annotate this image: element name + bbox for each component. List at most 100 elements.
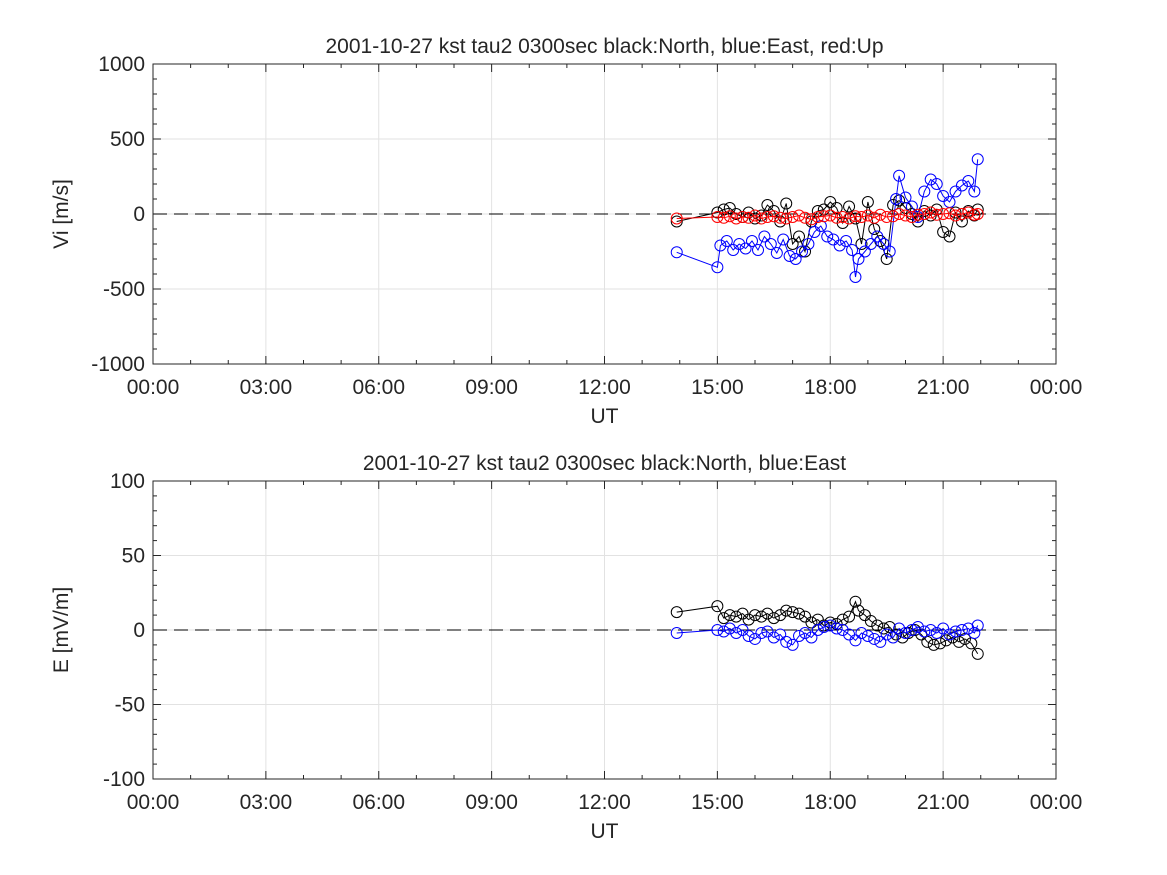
electric-field-north-data-point bbox=[824, 616, 837, 629]
electric-field-east-data-point bbox=[861, 629, 874, 642]
velocity-east-data-point bbox=[971, 153, 984, 166]
electric-field-north-data-point bbox=[849, 595, 862, 608]
velocity-up-data-point bbox=[971, 208, 984, 220]
velocity-up-data-point bbox=[943, 207, 956, 220]
velocity-east-data-point bbox=[890, 193, 903, 205]
velocity-east-data-point bbox=[796, 245, 809, 258]
velocity-y-axis-label: Vi [m/s] bbox=[50, 179, 73, 249]
velocity-x-axis-label: UT bbox=[591, 405, 619, 428]
velocity-up-data-point bbox=[874, 208, 887, 221]
velocity-x-tick-label: 18:00 bbox=[804, 376, 857, 399]
electric-field-north-data-point bbox=[793, 607, 806, 620]
electric-field-east-data-point bbox=[937, 622, 950, 635]
velocity-north-data-point bbox=[761, 199, 774, 211]
electric-field-north-data-point bbox=[717, 612, 730, 625]
velocity-x-tick-label: 21:00 bbox=[917, 376, 970, 399]
velocity-y-tick-label: -1000 bbox=[91, 353, 145, 376]
velocity-up-data-point bbox=[742, 211, 755, 224]
electric-field-east-data-point bbox=[755, 626, 768, 639]
velocity-x-tick-labels: 00:00 03:00 06:00 09:00 12:00 15:00 18:00 21:00… bbox=[127, 376, 1083, 399]
velocity-east-data-point bbox=[840, 235, 853, 247]
velocity-north-data-point bbox=[730, 208, 743, 220]
velocity-up-data-point bbox=[893, 208, 906, 220]
electric-field-east-data-point bbox=[874, 635, 887, 648]
electric-field-east-data-point bbox=[918, 625, 931, 638]
electric-field-north-data-point bbox=[805, 616, 818, 629]
electric-field-east-data-point bbox=[717, 625, 730, 638]
electric-field-east-data-point bbox=[749, 632, 761, 645]
velocity-east-data-point bbox=[871, 230, 884, 243]
electric-field-series bbox=[670, 595, 984, 660]
velocity-north-data-point bbox=[824, 196, 837, 208]
velocity-east-data-point bbox=[858, 245, 871, 258]
electric-field-east-data-point bbox=[830, 622, 843, 635]
velocity-up-data-point bbox=[924, 206, 937, 219]
electric-field-north-data-point bbox=[864, 615, 877, 628]
velocity-up-data-point bbox=[955, 208, 968, 220]
velocity-north-data-point bbox=[780, 197, 793, 210]
velocity-east-data-point bbox=[962, 175, 975, 187]
electric-field-north-data-point bbox=[871, 619, 884, 632]
electric-field-east-data-point bbox=[805, 631, 818, 644]
velocity-up-data-point bbox=[749, 209, 761, 222]
electric-field-north-data-point bbox=[761, 607, 774, 620]
electric-field-east-data-point bbox=[824, 619, 837, 632]
velocity-east-data-point bbox=[833, 239, 846, 252]
electric-field-north-data-point bbox=[670, 606, 683, 619]
velocity-east-data-point bbox=[770, 247, 783, 259]
velocity-east-data-point bbox=[720, 235, 733, 247]
electric-field-x-tick-label: 18:00 bbox=[804, 791, 857, 814]
velocity-up-data-point bbox=[670, 212, 683, 225]
velocity-up-data-point bbox=[755, 212, 768, 225]
velocity-up-data-point bbox=[761, 211, 774, 223]
electric-field-north-data-point bbox=[836, 613, 849, 626]
electric-field-east-data-point bbox=[949, 625, 962, 638]
electric-field-east-data-point bbox=[899, 626, 912, 639]
velocity-axes-frame bbox=[152, 63, 1057, 365]
electric-field-east-data-point bbox=[761, 625, 774, 638]
velocity-up-data-point bbox=[937, 208, 950, 220]
velocity-up-data-point bbox=[861, 209, 874, 222]
electric-field-north-data-point bbox=[946, 631, 959, 644]
velocity-east-data-point bbox=[968, 185, 981, 198]
velocity-up-data-point bbox=[930, 208, 943, 221]
electric-field-north-data-point bbox=[971, 647, 984, 660]
velocity-x-tick-label: 12:00 bbox=[578, 376, 631, 399]
electric-field-x-tick-label: 00:00 bbox=[1030, 791, 1083, 814]
electric-field-axes-frame bbox=[152, 480, 1057, 780]
electric-field-east-data-point bbox=[723, 622, 736, 635]
velocity-east-data-point bbox=[893, 169, 906, 182]
velocity-east-data-point bbox=[846, 244, 859, 256]
velocity-up-data-point bbox=[918, 208, 931, 220]
electric-field-x-tick-label: 21:00 bbox=[917, 791, 970, 814]
electric-field-y-tick-labels: 100 50 0 -50 -100 bbox=[103, 470, 145, 791]
electric-field-east-data-point bbox=[887, 631, 900, 644]
electric-field-east-data-point bbox=[849, 634, 862, 647]
velocity-up-data-point bbox=[836, 211, 849, 223]
velocity-east-data-point bbox=[733, 238, 746, 250]
velocity-up-data-point bbox=[793, 209, 806, 222]
velocity-up-data-point bbox=[774, 211, 787, 224]
electric-field-east-data-point bbox=[742, 629, 755, 642]
velocity-east-data-point bbox=[918, 185, 931, 198]
velocity-east-data-point bbox=[949, 185, 962, 198]
velocity-up-data-point bbox=[786, 211, 799, 223]
electric-field-north-data-point bbox=[755, 610, 768, 623]
velocity-up-data-point bbox=[711, 211, 724, 223]
velocity-north-data-point bbox=[924, 209, 937, 222]
electric-field-east-data-point bbox=[911, 621, 924, 634]
velocity-east-data-point bbox=[883, 245, 896, 258]
electric-field-east-data-point bbox=[905, 624, 918, 636]
velocity-north-data-point bbox=[843, 200, 856, 213]
velocity-east-data-point bbox=[924, 173, 937, 186]
electric-field-east-data-point bbox=[780, 635, 793, 648]
velocity-y-tick-labels: 1000 500 0 -500 -1000 bbox=[91, 53, 145, 376]
velocity-up-data-point bbox=[817, 210, 830, 223]
velocity-north-data-point bbox=[943, 230, 956, 243]
velocity-east-data-point bbox=[955, 179, 968, 192]
velocity-north-data-point bbox=[817, 203, 830, 216]
electric-field-east-data-point bbox=[811, 624, 824, 636]
velocity-east-data-point bbox=[739, 242, 752, 255]
velocity-east-data-point bbox=[727, 244, 740, 256]
electric-field-x-tick-label: 09:00 bbox=[465, 791, 518, 814]
